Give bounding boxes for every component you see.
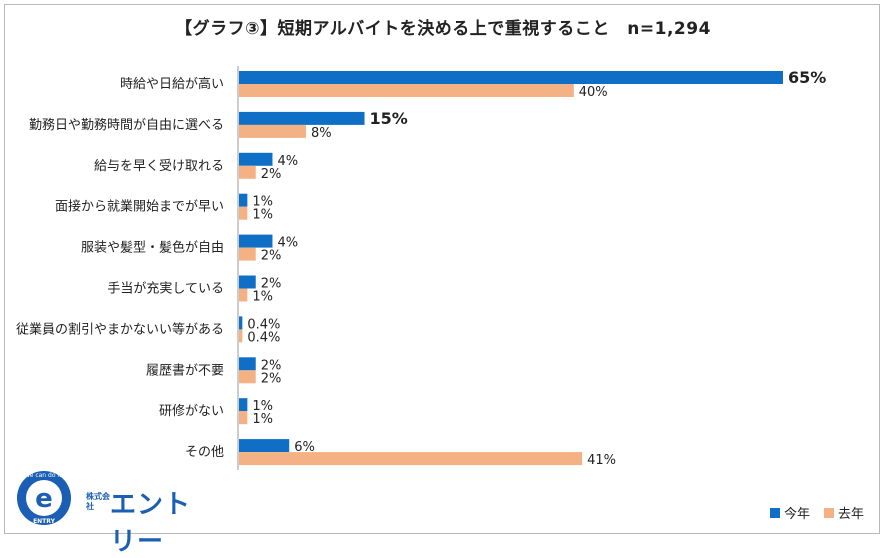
data-label: 8% bbox=[311, 126, 332, 141]
data-label: 1% bbox=[252, 290, 273, 305]
company-name: エントリー bbox=[110, 484, 214, 558]
bar-last-year bbox=[239, 248, 256, 261]
bar-last-year bbox=[239, 166, 256, 179]
category-label: 従業員の割引やまかないい等がある bbox=[16, 321, 224, 337]
bar-last-year bbox=[239, 411, 247, 424]
bar-this-year bbox=[239, 235, 272, 248]
category-label: 研修がない bbox=[159, 404, 224, 419]
badge-bottom-text: ENTRY bbox=[33, 518, 56, 525]
data-label: 2% bbox=[261, 167, 282, 182]
bar-this-year bbox=[239, 276, 256, 289]
category-label: その他 bbox=[185, 445, 224, 460]
bar-last-year bbox=[239, 370, 256, 383]
bar-this-year bbox=[239, 194, 247, 207]
category-label: 時給や日給が高い bbox=[120, 76, 224, 92]
bar-this-year bbox=[239, 112, 365, 125]
bar-this-year bbox=[239, 153, 272, 166]
bar-this-year bbox=[239, 357, 256, 370]
category-label: 服装や髪型・髪色が自由 bbox=[81, 240, 224, 256]
bar-last-year bbox=[239, 207, 247, 220]
legend-swatch-last-year bbox=[824, 508, 834, 518]
entry-badge-icon: e We can do it! ENTRY bbox=[14, 468, 74, 528]
data-label: 1% bbox=[252, 412, 273, 427]
bar-last-year bbox=[239, 84, 574, 97]
bar-this-year bbox=[239, 71, 783, 84]
category-label: 面接から就業開始までが早い bbox=[55, 199, 224, 215]
legend-label-this-year: 今年 bbox=[784, 503, 810, 522]
data-label: 15% bbox=[370, 109, 408, 128]
data-label: 2% bbox=[261, 249, 282, 264]
bar-last-year bbox=[239, 452, 582, 465]
category-label: 手当が充実している bbox=[107, 281, 224, 297]
data-label: 41% bbox=[587, 453, 616, 468]
category-label: 勤務日や勤務時間が自由に選べる bbox=[29, 118, 224, 133]
company-logo: e We can do it! ENTRY 株式会社 エントリー bbox=[14, 468, 214, 528]
legend-item-this-year: 今年 bbox=[770, 503, 810, 522]
legend: 今年 去年 bbox=[770, 503, 864, 522]
bar-last-year bbox=[239, 125, 306, 138]
badge-letter: e bbox=[35, 484, 53, 514]
data-label: 0.4% bbox=[247, 330, 280, 345]
bar-last-year bbox=[239, 329, 242, 342]
legend-label-last-year: 去年 bbox=[838, 503, 864, 522]
company-prefix: 株式会社 bbox=[86, 492, 110, 512]
legend-item-last-year: 去年 bbox=[824, 503, 864, 522]
category-label: 給与を早く受け取れる bbox=[94, 159, 224, 174]
bar-this-year bbox=[239, 398, 247, 411]
badge-text: We can do it! bbox=[24, 472, 64, 479]
bar-last-year bbox=[239, 289, 247, 302]
data-label: 2% bbox=[261, 371, 282, 386]
category-label: 履歴書が不要 bbox=[146, 363, 224, 378]
bar-this-year bbox=[239, 439, 289, 452]
bar-chart: 時給や日給が高い 65% 40% 勤務日や勤務時間が自由に選べる 15% 8% 給与を早く受… bbox=[0, 0, 886, 540]
bar-this-year bbox=[239, 316, 242, 329]
data-label: 40% bbox=[579, 85, 608, 100]
data-label: 65% bbox=[788, 68, 826, 87]
data-label: 1% bbox=[252, 208, 273, 223]
legend-swatch-this-year bbox=[770, 508, 780, 518]
